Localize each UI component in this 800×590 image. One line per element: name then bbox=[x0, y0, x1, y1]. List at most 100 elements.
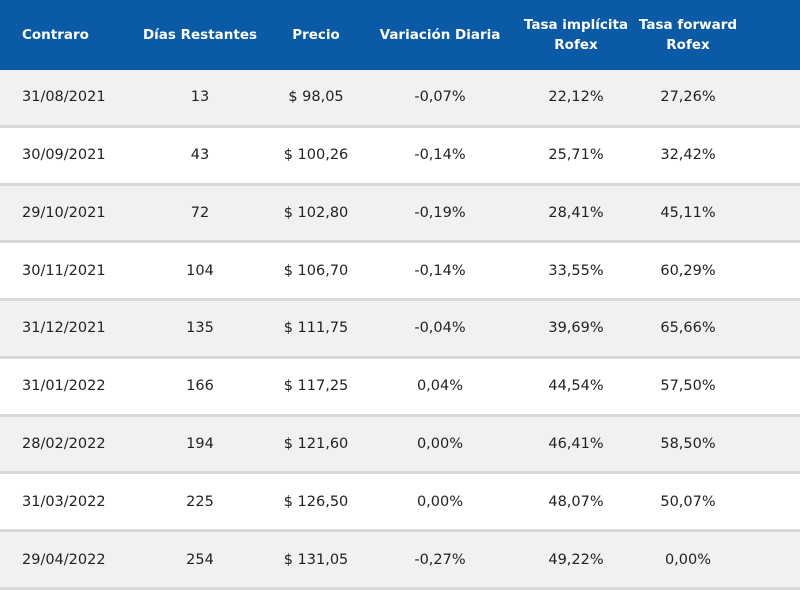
cell-text: 31/08/2021 bbox=[22, 89, 106, 106]
cell-text: $ 111,75 bbox=[283, 320, 349, 337]
cell-text: 0,00% bbox=[416, 493, 464, 510]
header-text: Días Restantes bbox=[142, 27, 258, 43]
table-cell: 31/01/2022 bbox=[22, 359, 142, 414]
table-cell: 0,00% bbox=[375, 417, 505, 472]
cell-text: -0,27% bbox=[414, 551, 466, 568]
cell-text: 60,29% bbox=[660, 262, 716, 279]
table-row: 29/04/2022 254 $ 131,05 -0,27% 49,22% 0,00% bbox=[0, 532, 800, 590]
table-cell: 48,07% bbox=[516, 474, 636, 529]
header-text: Precio bbox=[292, 27, 340, 43]
table-cell: 13 bbox=[140, 70, 260, 125]
table-cell: 28/02/2022 bbox=[22, 417, 142, 472]
table-cell: 27,26% bbox=[628, 70, 748, 125]
cell-text: 0,00% bbox=[416, 436, 464, 453]
cell-text: 29/04/2022 bbox=[22, 551, 106, 568]
table-row: 29/10/2021 72 $ 102,80 -0,19% 28,41% 45,11% bbox=[0, 185, 800, 244]
cell-text: -0,19% bbox=[414, 204, 466, 221]
table-cell: $ 106,70 bbox=[256, 243, 376, 298]
cell-text: 31/12/2021 bbox=[22, 320, 106, 337]
header-cell: Tasa forward Rofex bbox=[628, 0, 748, 70]
table-cell: 30/09/2021 bbox=[22, 128, 142, 183]
table-cell: 39,69% bbox=[516, 301, 636, 356]
cell-text: 254 bbox=[186, 551, 214, 568]
cell-text: -0,04% bbox=[414, 320, 466, 337]
table-cell: -0,14% bbox=[375, 128, 505, 183]
cell-text: 46,41% bbox=[548, 436, 604, 453]
cell-text: 58,50% bbox=[660, 436, 716, 453]
table-cell: 31/08/2021 bbox=[22, 70, 142, 125]
table-cell: $ 98,05 bbox=[256, 70, 376, 125]
cell-text: 27,26% bbox=[660, 89, 716, 106]
cell-text: 166 bbox=[186, 378, 214, 395]
header-text: Rofex bbox=[554, 37, 598, 53]
cell-text: $ 98,05 bbox=[288, 89, 344, 106]
table-cell: 58,50% bbox=[628, 417, 748, 472]
table-cell: $ 111,75 bbox=[256, 301, 376, 356]
table-row: 30/09/2021 43 $ 100,26 -0,14% 25,71% 32,42% bbox=[0, 127, 800, 186]
header-text: Tasa forward bbox=[638, 17, 738, 33]
cell-text: 39,69% bbox=[548, 320, 604, 337]
table-cell: 49,22% bbox=[516, 532, 636, 587]
cell-text: 194 bbox=[186, 436, 214, 453]
cell-text: 104 bbox=[186, 262, 214, 279]
table-cell: 31/03/2022 bbox=[22, 474, 142, 529]
table-cell: 43 bbox=[140, 128, 260, 183]
cell-text: 0,04% bbox=[416, 378, 464, 395]
header-cell: Precio bbox=[256, 0, 376, 70]
table-cell: 194 bbox=[140, 417, 260, 472]
table-cell: $ 102,80 bbox=[256, 186, 376, 241]
cell-text: $ 131,05 bbox=[283, 551, 349, 568]
cell-text: 135 bbox=[186, 320, 214, 337]
cell-text: $ 106,70 bbox=[283, 262, 349, 279]
header-cell: Contraro bbox=[22, 0, 142, 70]
header-text: Contraro bbox=[22, 27, 89, 43]
table-cell: 29/04/2022 bbox=[22, 532, 142, 587]
cell-text: 72 bbox=[190, 204, 210, 221]
cell-text: -0,14% bbox=[414, 262, 466, 279]
cell-text: $ 100,26 bbox=[283, 147, 349, 164]
cell-text: 50,07% bbox=[660, 493, 716, 510]
header-text: Variación Diaria bbox=[379, 27, 501, 43]
table-cell: 29/10/2021 bbox=[22, 186, 142, 241]
table-cell: 0,00% bbox=[628, 532, 748, 587]
table-row: 30/11/2021 104 $ 106,70 -0,14% 33,55% 60,29% bbox=[0, 243, 800, 302]
table-cell: -0,07% bbox=[375, 70, 505, 125]
table-cell: 135 bbox=[140, 301, 260, 356]
header-text: Rofex bbox=[666, 37, 710, 53]
table-cell: 65,66% bbox=[628, 301, 748, 356]
table-cell: 104 bbox=[140, 243, 260, 298]
table-header: Contraro Días Restantes Precio Variación Di… bbox=[0, 0, 800, 70]
table-cell: 28,41% bbox=[516, 186, 636, 241]
cell-text: 49,22% bbox=[548, 551, 604, 568]
table-cell: 46,41% bbox=[516, 417, 636, 472]
cell-text: 0,00% bbox=[664, 551, 712, 568]
table-cell: 25,71% bbox=[516, 128, 636, 183]
table-cell: 44,54% bbox=[516, 359, 636, 414]
table-cell: $ 126,50 bbox=[256, 474, 376, 529]
table-cell: $ 121,60 bbox=[256, 417, 376, 472]
table-cell: 22,12% bbox=[516, 70, 636, 125]
table-row: 31/08/2021 13 $ 98,05 -0,07% 22,12% 27,26% bbox=[0, 70, 800, 128]
table-cell: 60,29% bbox=[628, 243, 748, 298]
cell-text: 225 bbox=[186, 493, 214, 510]
header-cell: Tasa implícita Rofex bbox=[516, 0, 636, 70]
table-cell: $ 131,05 bbox=[256, 532, 376, 587]
cell-text: 30/11/2021 bbox=[22, 262, 106, 279]
table-cell: 57,50% bbox=[628, 359, 748, 414]
cell-text: 48,07% bbox=[548, 493, 604, 510]
header-text: Tasa implícita bbox=[523, 17, 629, 33]
table-row: 31/12/2021 135 $ 111,75 -0,04% 39,69% 65,66% bbox=[0, 301, 800, 359]
cell-text: 25,71% bbox=[548, 147, 604, 164]
table-cell: -0,04% bbox=[375, 301, 505, 356]
cell-text: $ 102,80 bbox=[283, 204, 349, 221]
cell-text: 22,12% bbox=[548, 89, 604, 106]
table-cell: -0,14% bbox=[375, 243, 505, 298]
table-cell: 30/11/2021 bbox=[22, 243, 142, 298]
cell-text: 57,50% bbox=[660, 378, 716, 395]
table-row: 31/03/2022 225 $ 126,50 0,00% 48,07% 50,07% bbox=[0, 474, 800, 533]
cell-text: 45,11% bbox=[660, 204, 716, 221]
table-cell: 0,04% bbox=[375, 359, 505, 414]
cell-text: 30/09/2021 bbox=[22, 147, 106, 164]
table-row: 28/02/2022 194 $ 121,60 0,00% 46,41% 58,50% bbox=[0, 416, 800, 475]
